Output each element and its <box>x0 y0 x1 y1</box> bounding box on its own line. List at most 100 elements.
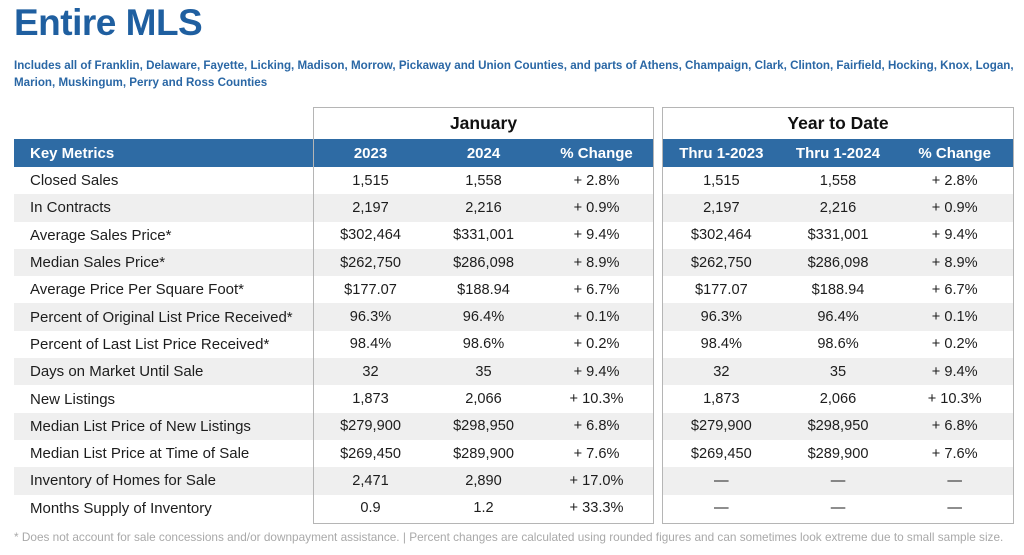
value-cell: — <box>830 500 846 517</box>
page-subtitle: Includes all of Franklin, Delaware, Faye… <box>14 59 1014 89</box>
table-row: 98.4% 98.6% + 0.2% <box>314 331 653 358</box>
table-row: $302,464 $331,001 + 9.4% <box>663 222 1013 249</box>
metric-name: Percent of Last List Price Received* <box>30 335 270 353</box>
column-header: 2023 <box>353 144 388 162</box>
table-row: — — — <box>663 495 1013 522</box>
value-cell: 96.3% <box>700 309 743 326</box>
table-row: 1,873 2,066 + 10.3% <box>663 385 1013 412</box>
table-row: 1,515 1,558 + 2.8% <box>663 167 1013 194</box>
value-cell: 96.3% <box>349 309 392 326</box>
table-row: Median List Price at Time of Sale <box>14 440 313 467</box>
january-column-header-bar: 2023 2024 % Change <box>314 139 653 167</box>
table-row: Months Supply of Inventory <box>14 495 313 522</box>
value-cell: + 8.9% <box>573 254 620 271</box>
table-row: Percent of Original List Price Received* <box>14 303 313 331</box>
value-cell: $177.07 <box>344 281 397 298</box>
value-cell: 2,216 <box>819 199 857 216</box>
value-cell: 2,216 <box>465 199 502 216</box>
group-label-january: January <box>449 113 518 133</box>
metrics-header-label: Key Metrics <box>30 144 115 162</box>
value-cell: + 6.8% <box>931 418 978 435</box>
metric-name: In Contracts <box>30 199 111 217</box>
table-row: $177.07 $188.94 + 6.7% <box>314 276 653 303</box>
metric-name: Months Supply of Inventory <box>30 499 212 517</box>
value-cell: — <box>947 472 962 489</box>
value-cell: + 7.6% <box>573 445 620 462</box>
column-header: Thru 1-2024 <box>795 144 881 162</box>
value-cell: + 2.8% <box>573 172 620 189</box>
january-value-rows: 1,515 1,558 + 2.8% 2,197 2,216 + 0.9% $302,464… <box>314 167 653 522</box>
table-row: 0.9 1.2 + 33.3% <box>314 495 653 522</box>
value-cell: 98.6% <box>817 336 859 353</box>
value-cell: 2,890 <box>465 472 502 489</box>
value-cell: 1.2 <box>473 500 494 517</box>
value-cell: 1,515 <box>703 172 740 189</box>
table-row: $177.07 $188.94 + 6.7% <box>663 276 1013 303</box>
column-header: % Change <box>918 144 991 162</box>
value-cell: + 8.9% <box>931 254 978 271</box>
value-cell: + 9.4% <box>931 227 978 244</box>
metric-name: Average Price Per Square Foot* <box>30 281 245 299</box>
value-cell: 1,873 <box>352 391 389 408</box>
table-row: Inventory of Homes for Sale <box>14 467 313 495</box>
value-cell: — <box>947 500 962 517</box>
value-cell: + 6.7% <box>931 281 978 298</box>
column-header: 2024 <box>466 144 501 162</box>
value-cell: 35 <box>829 363 847 380</box>
metrics-table: Key Metrics Closed Sales In Contracts Aver… <box>14 107 1014 524</box>
value-cell: $279,900 <box>340 418 401 435</box>
table-row: 96.3% 96.4% + 0.1% <box>663 303 1013 331</box>
table-row: Median List Price of New Listings <box>14 412 313 440</box>
value-cell: + 10.3% <box>569 391 624 408</box>
table-row: 2,197 2,216 + 0.9% <box>663 194 1013 222</box>
metric-name: Average Sales Price* <box>30 226 172 244</box>
table-row: $302,464 $331,001 + 9.4% <box>314 222 653 249</box>
group-label-year-to-date: Year to Date <box>787 113 889 133</box>
value-cell: $289,900 <box>453 445 514 462</box>
value-cell: + 2.8% <box>931 172 978 189</box>
value-cell: + 33.3% <box>569 500 624 517</box>
table-row: Days on Market Until Sale <box>14 358 313 386</box>
value-cell: + 7.6% <box>931 445 978 462</box>
value-cell: $279,900 <box>690 418 752 435</box>
metrics-header-bar: Key Metrics <box>14 139 313 167</box>
value-cell: $188.94 <box>811 281 865 298</box>
value-cell: + 10.3% <box>927 391 982 408</box>
value-cell: $298,950 <box>453 418 514 435</box>
value-cell: $286,098 <box>453 254 514 271</box>
value-cell: — <box>714 500 729 517</box>
value-cell: 32 <box>362 363 379 380</box>
metric-name: Closed Sales <box>30 172 119 190</box>
value-cell: + 9.4% <box>931 363 978 380</box>
value-cell: 96.4% <box>817 309 859 326</box>
table-row: $279,900 $298,950 + 6.8% <box>663 412 1013 440</box>
column-header: Thru 1-2023 <box>679 144 764 162</box>
table-row: $269,450 $289,900 + 7.6% <box>663 440 1013 467</box>
value-cell: 98.4% <box>349 336 392 353</box>
value-cell: 1,558 <box>819 172 857 189</box>
value-cell: 2,197 <box>703 199 740 216</box>
table-row: — — — <box>663 467 1013 495</box>
table-row: $279,900 $298,950 + 6.8% <box>314 412 653 440</box>
group-year-to-date: Year to Date Thru 1-2023 Thru 1-2024 % Cha… <box>662 107 1014 524</box>
value-cell: $298,950 <box>807 418 869 435</box>
ytd-column-header-bar: Thru 1-2023 Thru 1-2024 % Change <box>663 139 1013 167</box>
metrics-label-section: Key Metrics Closed Sales In Contracts Aver… <box>14 107 313 522</box>
footnote: * Does not account for sale concessions … <box>14 530 1004 544</box>
table-row: $262,750 $286,098 + 8.9% <box>314 248 653 277</box>
value-cell: $331,001 <box>453 227 514 244</box>
table-row: New Listings <box>14 385 313 412</box>
value-cell: + 6.8% <box>573 418 620 435</box>
value-cell: + 0.9% <box>931 199 978 216</box>
metric-name: Median List Price of New Listings <box>30 417 251 435</box>
value-cell: 2,066 <box>465 391 502 408</box>
ytd-value-rows: 1,515 1,558 + 2.8% 2,197 2,216 + 0.9% $302,464… <box>663 167 1013 522</box>
table-row: 2,471 2,890 + 17.0% <box>314 467 653 495</box>
value-cell: + 9.4% <box>573 227 620 244</box>
value-cell: 98.6% <box>462 336 505 353</box>
value-cell: 0.9 <box>360 500 381 517</box>
value-cell: + 9.4% <box>573 363 620 380</box>
value-cell: $262,750 <box>340 254 401 271</box>
value-cell: 1,558 <box>465 172 502 189</box>
